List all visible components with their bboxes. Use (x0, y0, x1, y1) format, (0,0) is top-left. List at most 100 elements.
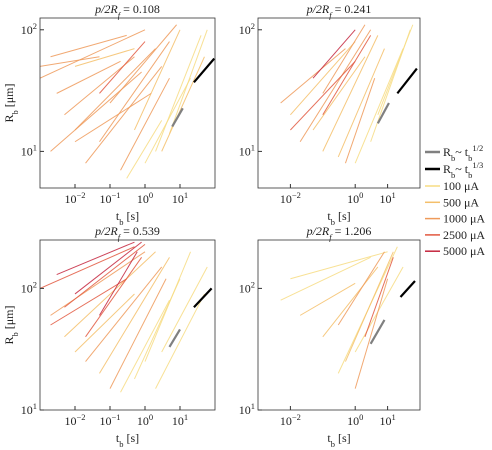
scaling-guide (376, 102, 390, 124)
panel-title: p/2Rf = 0.108 (94, 2, 160, 20)
trajectory (299, 282, 356, 316)
trajectory (50, 71, 142, 152)
x-tick-label: 100 (347, 190, 363, 206)
trajectory (85, 66, 163, 164)
text-part: p/2R (94, 224, 118, 238)
text-part: 10 (347, 192, 359, 206)
text-part: p/2R (94, 2, 118, 16)
text-part: 1 (251, 401, 255, 411)
x-tick-label: 100 (137, 412, 153, 428)
trajectory (155, 293, 205, 389)
text-part: b (119, 439, 123, 449)
text-part: 10 (280, 414, 292, 428)
trajectory (337, 48, 385, 158)
text-part: b (10, 332, 20, 336)
trajectory (155, 35, 202, 152)
trajectory (99, 251, 138, 316)
x-tick-label: 100 (137, 190, 153, 206)
text-part: [μm] (2, 305, 16, 332)
y-tick-label: 102 (21, 279, 37, 295)
text-part: = 1.206 (332, 224, 372, 238)
plot-area (280, 24, 418, 164)
text-part: b (451, 153, 455, 163)
trajectory (40, 56, 100, 67)
trajectory (50, 278, 127, 326)
text-part: b (331, 217, 335, 227)
trajectory (354, 278, 389, 389)
trajectory (64, 251, 156, 338)
text-part: 0 (149, 190, 153, 200)
legend-label: 500 μA (443, 195, 479, 209)
text-part: = 0.108 (120, 2, 160, 16)
trajectory (290, 251, 388, 280)
text-part: 1/2 (472, 143, 483, 153)
trajectory (85, 266, 163, 362)
x-tick-label: 10−2 (64, 190, 85, 206)
axes-frame (257, 239, 421, 411)
text-part: 10 (239, 281, 251, 295)
trajectory (354, 266, 404, 353)
x-tick-label: 10−2 (280, 412, 301, 428)
x-tick-label: 10−1 (99, 412, 120, 428)
trajectory (74, 293, 135, 353)
plot-area (40, 241, 213, 393)
x-tick-label: 10−1 (99, 190, 120, 206)
text-part: 10 (379, 192, 391, 206)
trajectory (322, 266, 379, 338)
trajectory (161, 266, 208, 353)
y-tick-label: 102 (21, 21, 37, 37)
text-part: t (327, 209, 331, 223)
trajectory (99, 41, 146, 94)
y-axis-label: Rb [μm] (2, 83, 20, 122)
trajectory (322, 24, 366, 94)
axes-frame (257, 17, 421, 189)
text-part: 10 (64, 192, 76, 206)
y-axis-label: Rb [μm] (2, 305, 20, 344)
trajectory (280, 256, 371, 301)
x-tick-label: 100 (347, 412, 363, 428)
text-part: 10 (21, 144, 33, 158)
text-part: 10 (172, 414, 184, 428)
text-part: 0 (359, 190, 363, 200)
text-part: t (116, 209, 120, 223)
text-part: p/2R (306, 2, 330, 16)
text-part: f (118, 10, 122, 20)
text-part: p/2R (306, 224, 330, 238)
scaling-guide (396, 67, 418, 95)
x-tick-label: 101 (172, 190, 188, 206)
x-tick-label: 10−2 (280, 190, 301, 206)
axes-frame (39, 17, 216, 189)
text-part: 10 (239, 144, 251, 158)
text-part: [s] (335, 431, 351, 445)
text-part: 1 (391, 190, 395, 200)
trajectory (290, 41, 356, 116)
trajectory (50, 34, 127, 58)
text-part: 10 (21, 23, 33, 37)
trajectory (109, 278, 167, 389)
text-part: 10 (347, 414, 359, 428)
text-part: = 0.241 (332, 2, 372, 16)
trajectory (74, 241, 142, 295)
trajectory (312, 56, 366, 131)
trajectory (74, 92, 152, 143)
text-part: 2 (251, 21, 255, 31)
trajectory (64, 244, 146, 308)
trajectory (99, 41, 170, 143)
x-tick-label: 101 (379, 412, 395, 428)
text-part: b (10, 110, 20, 114)
text-part: 0 (149, 412, 153, 422)
text-part: f (329, 232, 333, 242)
trajectory (322, 35, 379, 152)
text-part: b (331, 439, 335, 449)
trajectory (290, 61, 356, 131)
text-part: b (119, 217, 123, 227)
text-part: R (2, 115, 16, 123)
text-part: b (468, 153, 472, 163)
text-part: 10 (172, 192, 184, 206)
trajectory (344, 78, 376, 164)
trajectory (144, 77, 191, 164)
trajectory (322, 35, 372, 116)
text-part: [μm] (2, 83, 16, 110)
legend-label: 100 μA (443, 179, 479, 193)
y-tick-label: 101 (21, 142, 37, 158)
